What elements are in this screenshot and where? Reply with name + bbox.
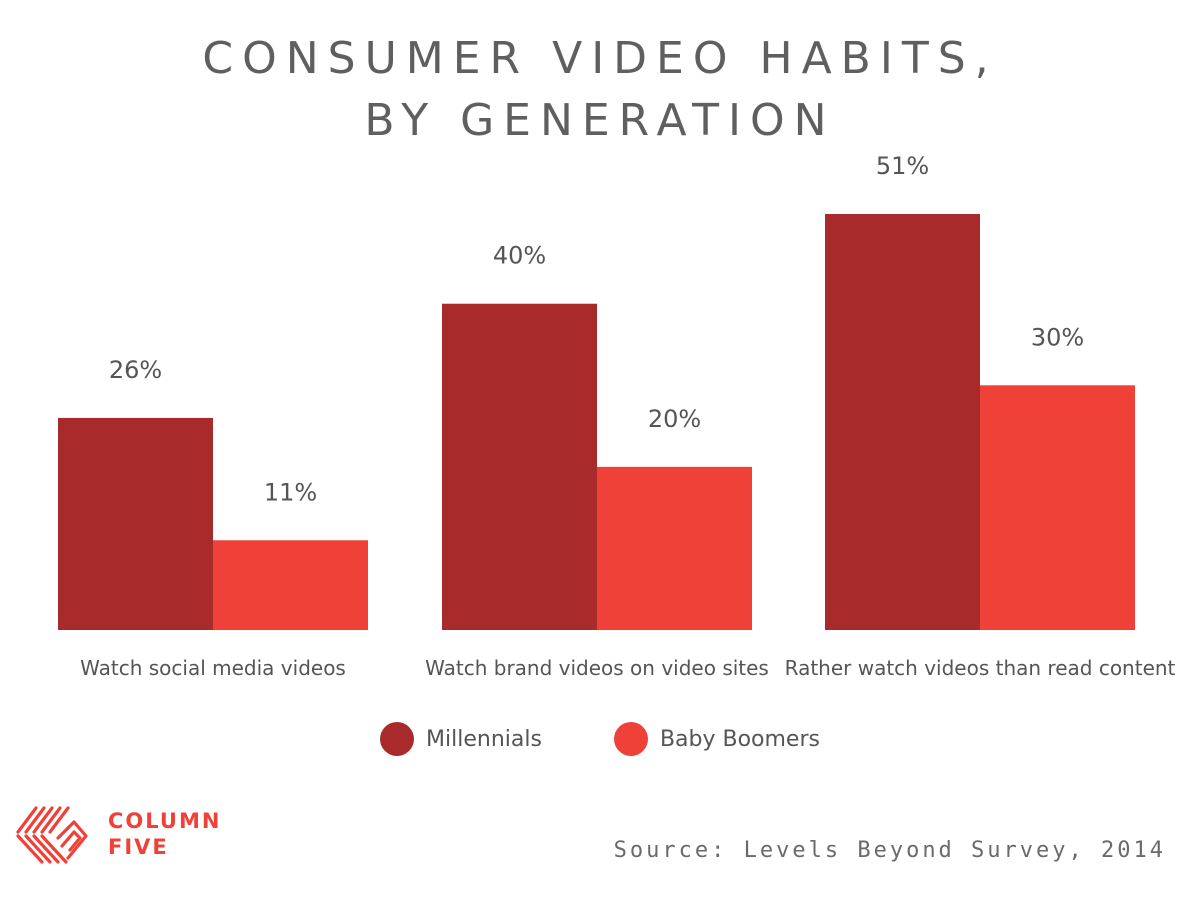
legend-swatch-baby-boomers: [613, 722, 648, 756]
bar-baby-boomers-1: [213, 540, 368, 630]
data-label-millennials-3: 51%: [876, 152, 929, 180]
source-note: Source: Levels Beyond Survey, 2014: [613, 838, 1166, 863]
column-five-wordmark: COLUMN FIVE: [108, 808, 221, 860]
legend-item-baby-boomers: Baby Boomers: [613, 722, 820, 756]
chart-title: CONSUMER VIDEO HABITS, BY GENERATION: [0, 28, 1200, 152]
data-label-millennials-1: 26%: [109, 356, 162, 384]
category-label-3: Rather watch videos than read content: [785, 656, 1176, 680]
legend-item-millennials: Millennials: [380, 722, 542, 756]
category-label-1: Watch social media videos: [80, 656, 346, 680]
legend-label-millennials: Millennials: [426, 726, 542, 752]
logo-text-line-1: COLUMN: [108, 809, 222, 833]
category-label-2: Watch brand videos on video sites: [425, 656, 769, 680]
data-label-baby-boomers-3: 30%: [1031, 323, 1084, 351]
bar-millennials-1: [58, 417, 213, 630]
column-five-logo: COLUMN FIVE: [14, 802, 221, 866]
legend-label-baby-boomers: Baby Boomers: [659, 726, 820, 752]
bar-baby-boomers-3: [980, 385, 1135, 630]
chart-title-line-2: BY GENERATION: [364, 95, 836, 146]
column-five-logo-mark-icon: [16, 806, 88, 864]
data-label-millennials-2: 40%: [493, 242, 546, 270]
data-label-baby-boomers-2: 20%: [648, 405, 701, 433]
bar-millennials-2: [442, 303, 597, 630]
bar-baby-boomers-2: [597, 466, 752, 630]
chart-legend: Millennials Baby Boomers: [0, 722, 1200, 756]
chart-title-line-1: CONSUMER VIDEO HABITS,: [202, 33, 998, 84]
legend-swatch-millennials: [380, 722, 415, 756]
logo-text-line-2: FIVE: [108, 835, 169, 859]
bar-millennials-3: [825, 214, 980, 630]
data-label-baby-boomers-1: 11%: [264, 478, 317, 506]
bar-chart: 26% 11% Watch social media videos 40% 20% Wat…: [58, 152, 1176, 680]
